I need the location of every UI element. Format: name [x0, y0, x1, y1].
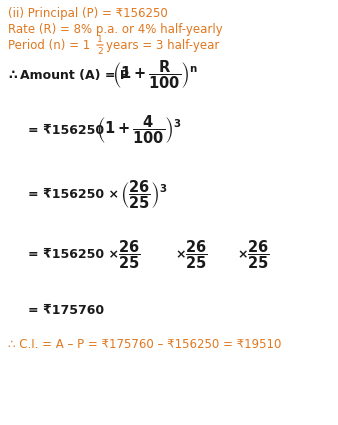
Text: = ₹156250 ×: = ₹156250 ×: [28, 249, 119, 261]
Text: ×: ×: [237, 249, 247, 261]
Text: $\mathbf{\dfrac{26}{25}}$: $\mathbf{\dfrac{26}{25}}$: [118, 239, 140, 271]
Text: $\mathbf{\left(1+\dfrac{4}{100}\right)^{3}}$: $\mathbf{\left(1+\dfrac{4}{100}\right)^{…: [96, 114, 182, 146]
Text: ∴ C.I. = A – P = ₹175760 – ₹156250 = ₹19510: ∴ C.I. = A – P = ₹175760 – ₹156250 = ₹19…: [8, 338, 281, 351]
Text: ×: ×: [175, 249, 186, 261]
Text: (ii) Principal (P) = ₹156250: (ii) Principal (P) = ₹156250: [8, 8, 168, 20]
Text: years = 3 half-year: years = 3 half-year: [106, 40, 219, 53]
Text: = ₹175760: = ₹175760: [28, 303, 104, 317]
Text: = ₹156250: = ₹156250: [28, 124, 104, 136]
Text: $\mathbf{\left(\dfrac{26}{25}\right)^{3}}$: $\mathbf{\left(\dfrac{26}{25}\right)^{3}…: [120, 179, 168, 211]
Text: $\mathbf{\dfrac{26}{25}}$: $\mathbf{\dfrac{26}{25}}$: [247, 239, 269, 271]
Text: 1: 1: [97, 36, 103, 45]
Text: Period (n) = 1: Period (n) = 1: [8, 40, 90, 53]
Text: ∴: ∴: [8, 68, 17, 82]
Text: $\mathbf{\dfrac{26}{25}}$: $\mathbf{\dfrac{26}{25}}$: [185, 239, 207, 271]
Text: $\mathbf{\left(1+\dfrac{R}{100}\right)^{n}}$: $\mathbf{\left(1+\dfrac{R}{100}\right)^{…: [112, 59, 198, 91]
Text: Rate (R) = 8% p.a. or 4% half-yearly: Rate (R) = 8% p.a. or 4% half-yearly: [8, 23, 223, 37]
Text: Amount (A) = P: Amount (A) = P: [20, 68, 129, 82]
Text: = ₹156250 ×: = ₹156250 ×: [28, 189, 119, 201]
Text: 2: 2: [97, 46, 103, 56]
